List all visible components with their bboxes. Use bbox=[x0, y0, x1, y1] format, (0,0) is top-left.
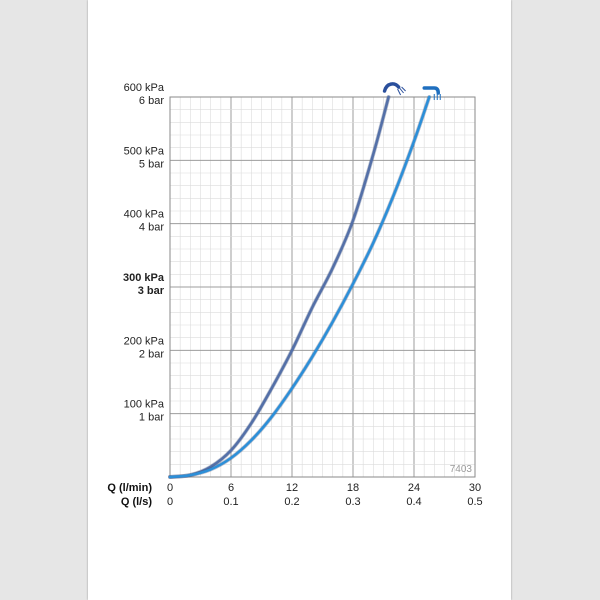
x-tick-secondary: 0.4 bbox=[406, 496, 421, 508]
water-stream bbox=[397, 88, 402, 96]
y-tick-kpa: 300 kPa bbox=[123, 272, 165, 284]
x-tick-secondary: 0.2 bbox=[284, 496, 299, 508]
spout-icon bbox=[422, 86, 441, 100]
x-tick-primary: 24 bbox=[408, 482, 420, 494]
y-tick-bar: 2 bar bbox=[139, 348, 164, 360]
chart-grid bbox=[169, 96, 476, 478]
x-tick-secondary: 0.5 bbox=[467, 496, 482, 508]
plot-frame bbox=[169, 96, 476, 478]
y-tick-bar: 5 bar bbox=[139, 158, 164, 170]
x-axis-label-secondary: Q (l/s) bbox=[121, 496, 153, 508]
water-stream bbox=[399, 87, 404, 94]
y-tick-kpa: 200 kPa bbox=[124, 335, 165, 347]
x-tick-primary: 6 bbox=[228, 482, 234, 494]
x-tick-primary: 0 bbox=[167, 482, 173, 494]
x-tick-secondary: 0.3 bbox=[345, 496, 360, 508]
y-tick-bar: 6 bar bbox=[139, 95, 164, 107]
y-tick-kpa: 100 kPa bbox=[124, 399, 165, 411]
series-line-0 bbox=[168, 95, 390, 479]
x-axis-label-primary: Q (l/min) bbox=[107, 482, 152, 494]
x-tick-primary: 12 bbox=[286, 482, 298, 494]
x-tick-primary: 30 bbox=[469, 482, 481, 494]
chart-icons bbox=[382, 82, 441, 100]
y-tick-bar: 1 bar bbox=[139, 412, 164, 424]
y-tick-kpa: 500 kPa bbox=[124, 145, 165, 157]
hand-shower-icon bbox=[382, 82, 406, 96]
y-tick-bar: 4 bar bbox=[139, 222, 164, 234]
y-tick-bar: 3 bar bbox=[138, 285, 165, 297]
x-tick-secondary: 0.1 bbox=[223, 496, 238, 508]
y-tick-kpa: 600 kPa bbox=[124, 82, 165, 94]
x-tick-primary: 18 bbox=[347, 482, 359, 494]
x-tick-secondary: 0 bbox=[167, 496, 173, 508]
y-tick-kpa: 400 kPa bbox=[124, 209, 165, 221]
series-line-1 bbox=[168, 95, 431, 479]
water-stream bbox=[401, 86, 406, 92]
hand-shower-handle bbox=[382, 82, 401, 93]
chart-code: 7403 bbox=[450, 464, 473, 475]
chart-curves bbox=[168, 95, 432, 479]
spout-body bbox=[422, 86, 440, 95]
